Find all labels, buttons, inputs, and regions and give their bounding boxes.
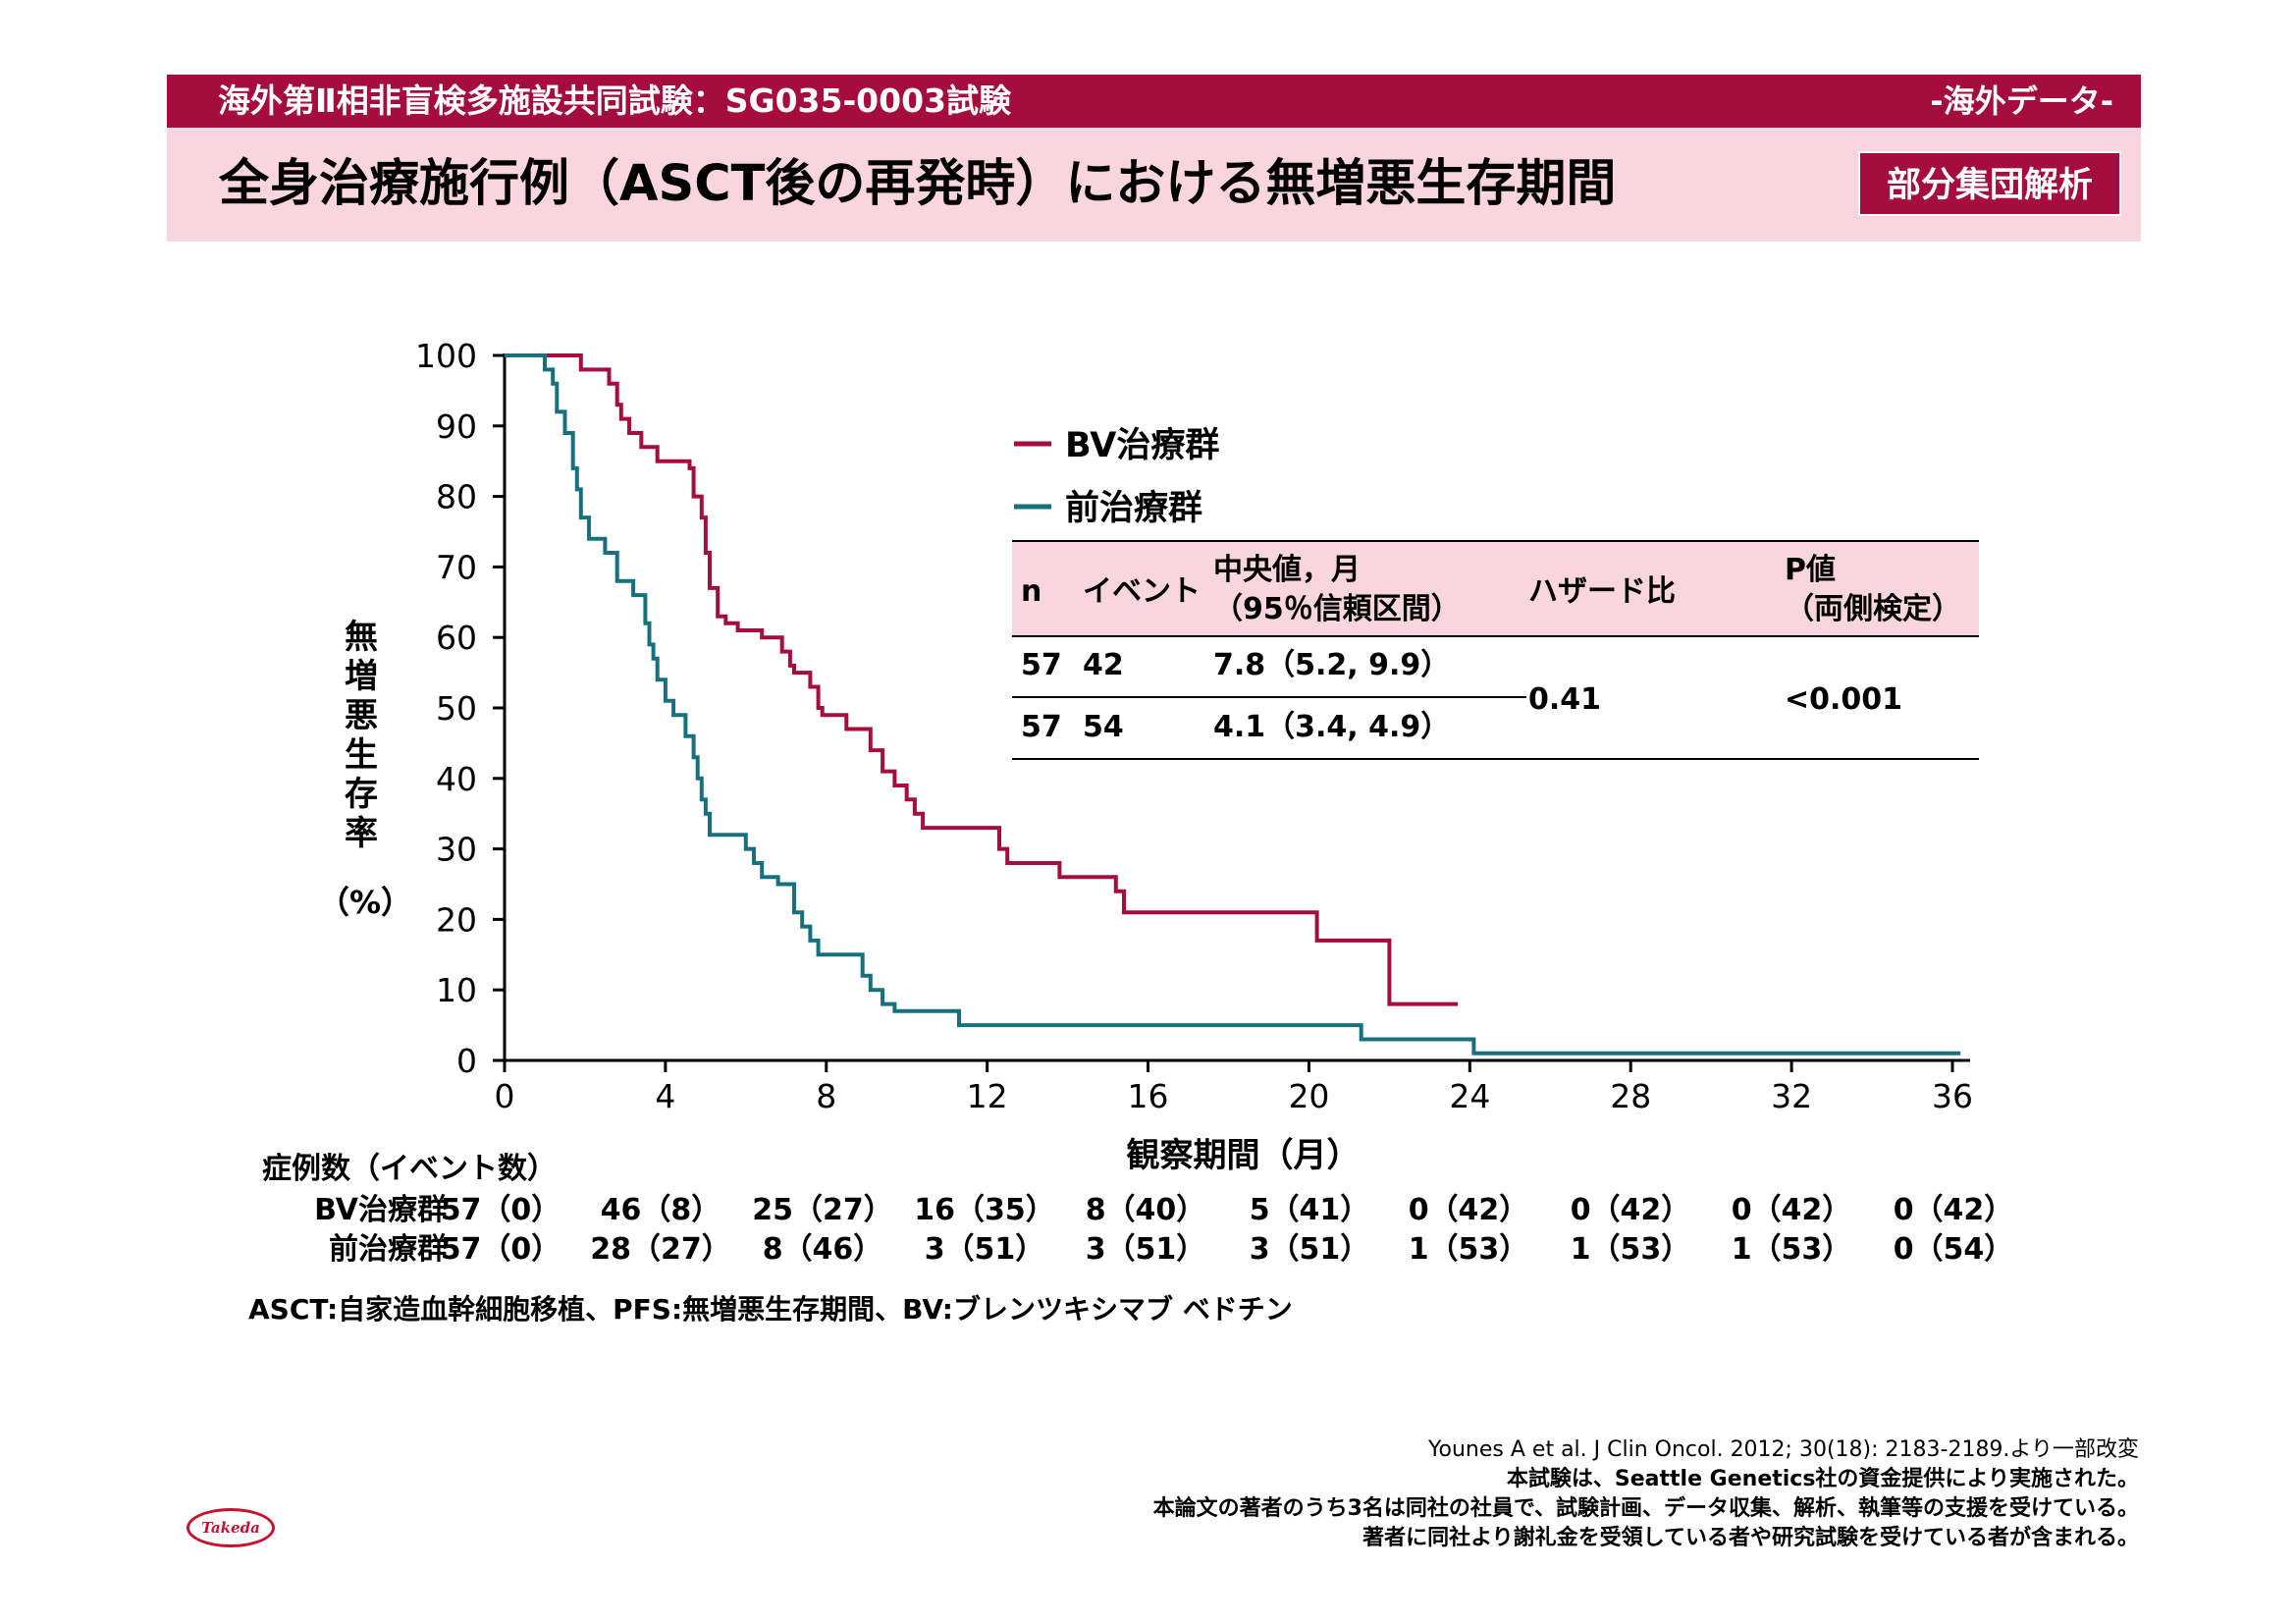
td-median: 4.1（3.4, 4.9）	[1213, 710, 1450, 744]
x-axis-label: 観察期間（月）	[1127, 1136, 1361, 1175]
y-axis-label-char: 悪	[345, 696, 378, 735]
reference-source: Younes A et al. J Clin Oncol. 2012; 30(1…	[1428, 1437, 2139, 1462]
y-axis-label-char: 増	[345, 657, 378, 696]
table-header-bg	[1012, 541, 1979, 636]
at-risk-value: 57（0）	[441, 1193, 561, 1227]
at-risk-value: 3（51）	[925, 1232, 1045, 1267]
at-risk-value: 1（53）	[1571, 1232, 1691, 1267]
at-risk-value: 8（46）	[763, 1232, 883, 1267]
x-tick-label: 20	[1288, 1077, 1329, 1115]
td-hr: 0.41	[1528, 682, 1601, 717]
prior-curve	[505, 353, 1961, 1056]
y-axis-unit: （%）	[318, 884, 412, 921]
y-tick-label: 30	[436, 831, 477, 869]
at-risk-value: 8（40）	[1086, 1193, 1206, 1227]
y-tick-label: 50	[436, 689, 477, 728]
y-tick-label: 100	[415, 337, 477, 375]
at-risk-value: 28（27）	[590, 1232, 731, 1267]
x-tick-label: 24	[1449, 1077, 1490, 1115]
study-name: 海外第Ⅱ相非盲検多施設共同試験：SG035-0003試験	[218, 81, 1012, 120]
at-risk-value: 0（42）	[1732, 1193, 1852, 1227]
at-risk-value: 1（53）	[1732, 1232, 1852, 1267]
y-tick-label: 20	[436, 900, 477, 939]
th-events: イベント	[1083, 574, 1201, 609]
at-risk-value: 0（42）	[1571, 1193, 1691, 1227]
th-n: n	[1021, 574, 1041, 609]
at-risk-value: 46（8）	[601, 1193, 721, 1227]
td-n: 57	[1021, 710, 1062, 744]
bv-curve	[505, 353, 1458, 1006]
at-risk-value: 5（41）	[1250, 1193, 1370, 1227]
th-hr: ハザード比	[1528, 574, 1676, 609]
td-n: 57	[1021, 648, 1062, 682]
title-band: 全身治療施行例（ASCT後の再発時）における無増悪生存期間 部分集団解析	[167, 128, 2141, 242]
th-median: 中央値，月	[1213, 553, 1361, 587]
td-p: <0.001	[1785, 682, 1902, 717]
th-median-ci: （95％信頼区間）	[1213, 592, 1461, 626]
x-tick-label: 12	[967, 1077, 1008, 1115]
at-risk-row-label: 前治療群	[329, 1232, 447, 1267]
y-axis-label-char: 生	[345, 735, 378, 775]
chart-axes: 0 10 20 30 40 50 60 70 80 90 100 0 4 8 12 16 20 24 28 32 36 観…	[318, 337, 1973, 1175]
td-events: 42	[1083, 648, 1124, 682]
at-risk-value: 25（27）	[752, 1193, 893, 1227]
at-risk-value: 1（53）	[1409, 1232, 1529, 1267]
y-tick-label: 60	[436, 619, 477, 657]
at-risk-header: 症例数（イベント数）	[262, 1152, 557, 1186]
header-bar: 海外第Ⅱ相非盲検多施設共同試験：SG035-0003試験 -海外データ-	[167, 75, 2141, 128]
abbreviation-footnote: ASCT:自家造血幹細胞移植、PFS:無増悪生存期間、BV:ブレンツキシマブ ベ…	[248, 1293, 1293, 1326]
reference-authors: 本論文の著者のうち3名は同社の社員で、試験計画、データ収集、解析、執筆等の支援を…	[1152, 1496, 2139, 1521]
at-risk-row-label: BV治療群	[314, 1193, 447, 1227]
y-axis-label-char: 無	[345, 618, 378, 657]
page-title: 全身治療施行例（ASCT後の再発時）における無増悪生存期間	[219, 155, 1617, 213]
y-tick-label: 10	[436, 971, 477, 1009]
at-risk-value: 16（35）	[914, 1193, 1055, 1227]
at-risk-value: 57（0）	[441, 1232, 561, 1267]
subgroup-badge: 部分集団解析	[1858, 151, 2121, 216]
y-tick-label: 0	[456, 1042, 477, 1080]
at-risk-value: 0（54）	[1894, 1232, 2014, 1267]
takeda-logo: Takeda	[187, 1508, 275, 1547]
y-tick-label: 90	[436, 407, 477, 446]
at-risk-value: 0（42）	[1409, 1193, 1529, 1227]
x-tick-label: 0	[495, 1077, 515, 1115]
th-p-sub: （両側検定）	[1785, 592, 1961, 626]
y-axis-label-char: 存	[345, 775, 378, 814]
at-risk-value: 0（42）	[1894, 1193, 2014, 1227]
td-events: 54	[1083, 710, 1124, 744]
legend-label: 前治療群	[1065, 489, 1202, 528]
legend-label: BV治療群	[1065, 426, 1219, 465]
at-risk-value: 3（51）	[1250, 1232, 1370, 1267]
chart-curves	[505, 353, 1961, 1056]
y-tick-label: 70	[436, 548, 477, 586]
x-tick-label: 4	[655, 1077, 675, 1115]
td-median: 7.8（5.2, 9.9）	[1213, 648, 1450, 682]
y-tick-label: 80	[436, 478, 477, 516]
x-tick-label: 28	[1610, 1077, 1651, 1115]
x-tick-label: 16	[1128, 1077, 1169, 1115]
y-tick-label: 40	[436, 760, 477, 798]
overseas-data-tag: -海外データ-	[1930, 82, 2113, 120]
x-tick-label: 8	[816, 1077, 836, 1115]
th-p: P値	[1785, 553, 1836, 587]
y-axis-label-char: 率	[345, 814, 378, 853]
x-tick-label: 36	[1932, 1077, 1973, 1115]
reference-honoraria: 著者に同社より謝礼金を受領している者や研究試験を受けている者が含まれる。	[1362, 1526, 2139, 1550]
x-tick-label: 32	[1771, 1077, 1812, 1115]
reference-funding: 本試験は、Seattle Genetics社の資金提供により実施された。	[1506, 1467, 2139, 1491]
at-risk-value: 3（51）	[1086, 1232, 1206, 1267]
